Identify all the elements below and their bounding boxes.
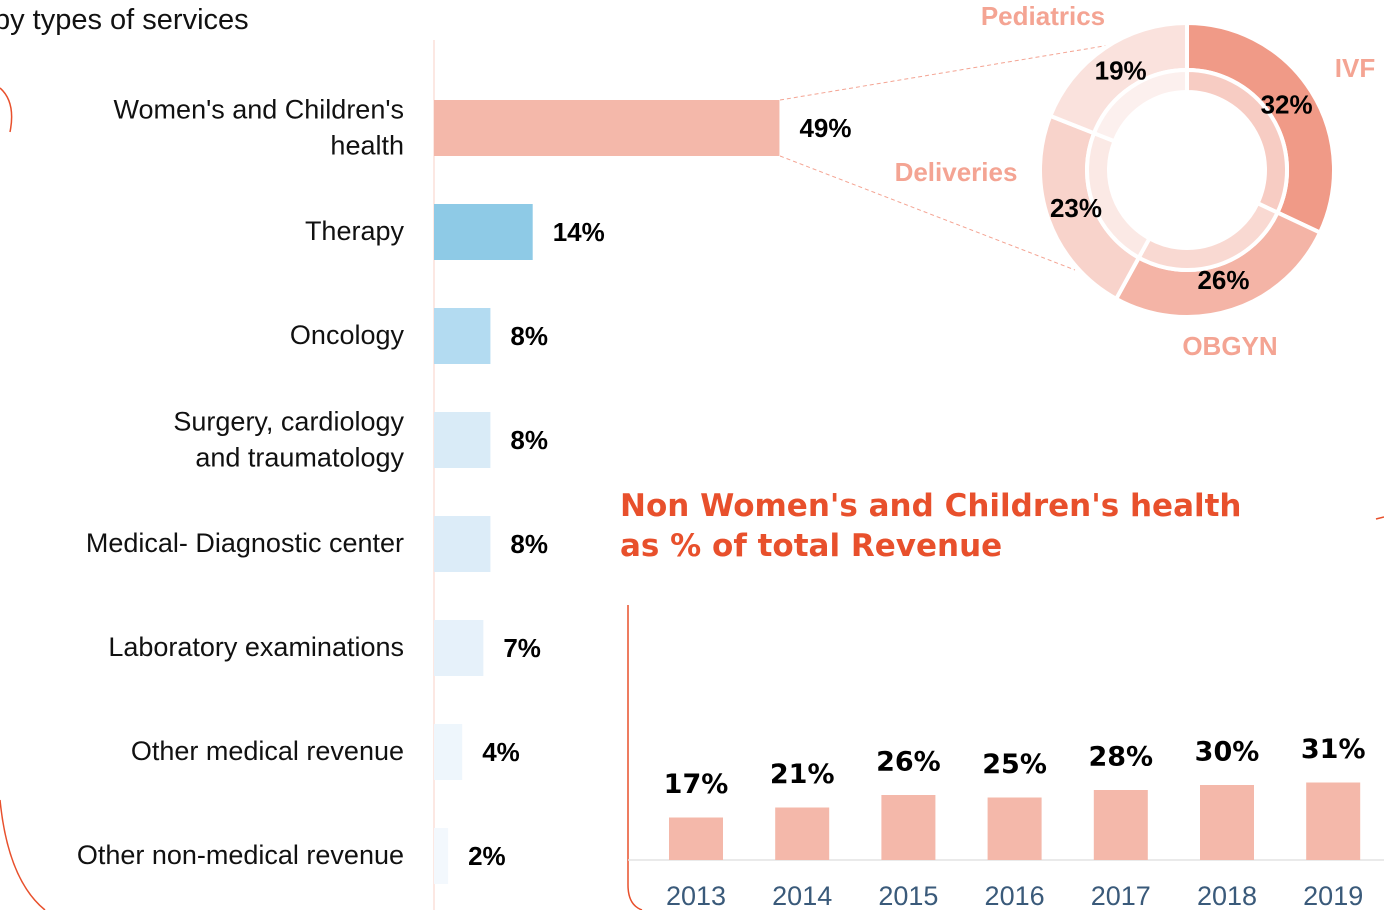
category-label: IVF [1335, 53, 1375, 83]
value-label: 8% [510, 425, 548, 455]
bar [987, 797, 1042, 860]
value-label: 25% [982, 749, 1047, 780]
bar [434, 620, 484, 676]
bar [434, 724, 463, 780]
category-label: Other medical revenue [130, 736, 404, 767]
decoration [627, 605, 643, 910]
donut-inner-segment [1091, 67, 1189, 144]
value-label: 21% [770, 759, 835, 790]
value-label: 26% [876, 747, 941, 778]
x-tick-label: 2017 [1091, 881, 1151, 910]
x-tick-label: 2015 [878, 881, 938, 910]
chart-title: Non Women's and Children's health as % o… [620, 488, 1242, 565]
x-tick-label: 2018 [1197, 881, 1257, 910]
bar [434, 308, 491, 364]
bar [775, 807, 830, 860]
value-label: 8% [510, 529, 548, 559]
category-label: Pediatrics [981, 1, 1105, 31]
bar [434, 516, 491, 572]
bar [434, 828, 449, 884]
value-label: 32% [1261, 90, 1313, 120]
x-tick-label: 2016 [985, 881, 1045, 910]
value-label: 17% [664, 769, 729, 800]
category-label: OBGYN [1182, 331, 1277, 361]
category-label: Oncology [289, 320, 404, 351]
connector [779, 155, 1076, 271]
category-label: Deliveries [895, 157, 1018, 187]
category-label: Laboratory examinations [108, 632, 404, 663]
value-label: 14% [553, 217, 605, 247]
bar [669, 817, 723, 860]
decoration [0, 799, 46, 910]
category-label: Therapy [304, 216, 404, 247]
decoration [0, 87, 13, 133]
value-label: 49% [799, 113, 851, 143]
x-tick-label: 2013 [666, 881, 726, 910]
category-label: Women's and Children's health [113, 94, 404, 160]
value-label: 2% [468, 841, 506, 871]
decoration [1375, 516, 1384, 520]
value-label: 30% [1195, 737, 1260, 768]
bar [434, 204, 533, 260]
x-tick-label: 2019 [1303, 881, 1363, 910]
chart-title: by types of services [0, 4, 249, 36]
value-label: 31% [1301, 734, 1366, 765]
value-label: 23% [1050, 193, 1102, 223]
category-label: Other non-medical revenue [76, 840, 404, 871]
value-label: 7% [503, 633, 541, 663]
value-label: 26% [1197, 265, 1249, 295]
category-label: Medical- Diagnostic center [85, 528, 404, 559]
bar [1093, 790, 1148, 860]
bar [1306, 782, 1361, 860]
value-label: 4% [482, 737, 520, 767]
category-label: Surgery, cardiology and traumatology [173, 406, 404, 472]
value-label: 28% [1088, 742, 1153, 773]
bar [881, 795, 936, 860]
value-label: 8% [510, 321, 548, 351]
bar [434, 412, 491, 468]
x-tick-label: 2014 [772, 881, 832, 910]
bar [1200, 785, 1254, 860]
value-label: 19% [1095, 55, 1147, 85]
bar [434, 100, 780, 156]
